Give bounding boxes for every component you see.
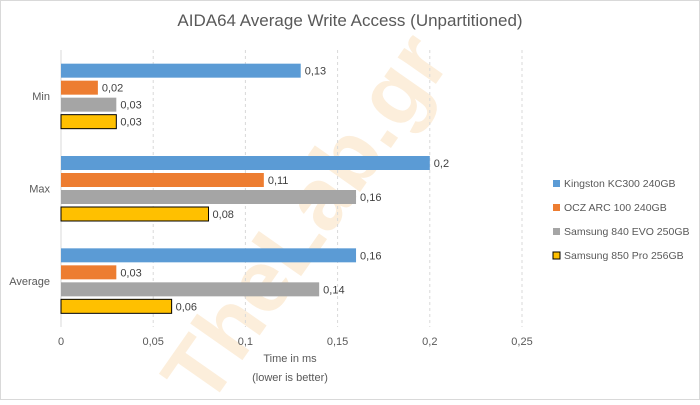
bars: 0,13 0,02 0,03 0,03 0,2 0,11 0,16 0,08 0,16 0,03 0… xyxy=(60,63,449,314)
y-axis: Min Max Average xyxy=(9,91,50,288)
bar xyxy=(61,63,301,78)
legend-label: Kingston KC300 240GB xyxy=(564,178,676,190)
bar xyxy=(61,156,430,170)
gridlines xyxy=(60,50,523,327)
bar xyxy=(61,97,117,112)
bar xyxy=(60,114,117,130)
bar xyxy=(60,206,210,222)
legend-swatch xyxy=(552,251,561,260)
bar xyxy=(61,282,320,297)
legend-label: Samsung 850 Pro 256GB xyxy=(564,250,684,262)
bar-data-label: 0,03 xyxy=(120,117,141,129)
bar-data-label: 0,16 xyxy=(360,250,381,262)
legend-swatch xyxy=(553,228,560,235)
bar-data-label: 0,2 xyxy=(434,158,449,170)
y-category-label: Max xyxy=(29,184,50,196)
bar xyxy=(60,298,173,314)
bar-data-label: 0,06 xyxy=(176,301,197,313)
bar xyxy=(61,190,357,204)
legend-swatch xyxy=(553,180,560,187)
bar-data-label: 0,16 xyxy=(360,192,381,204)
legend-label: OCZ ARC 100 240GB xyxy=(564,202,667,214)
bar xyxy=(61,265,117,280)
x-tick-label: 0,15 xyxy=(327,336,348,348)
bar-data-label: 0,11 xyxy=(268,175,289,187)
y-category-label: Average xyxy=(9,276,50,288)
bar xyxy=(61,173,264,187)
bar-data-label: 0,14 xyxy=(323,284,344,296)
legend: Kingston KC300 240GB OCZ ARC 100 240GB Sam… xyxy=(552,178,690,262)
bar-data-label: 0,13 xyxy=(305,66,326,78)
x-tick-label: 0,25 xyxy=(511,336,532,348)
bar-data-label: 0,02 xyxy=(102,83,123,95)
x-tick-label: 0,2 xyxy=(422,336,437,348)
x-tick-label: 0,1 xyxy=(238,336,253,348)
chart-title: AIDA64 Average Write Access (Unpartition… xyxy=(177,11,522,30)
bar-data-label: 0,03 xyxy=(120,100,141,112)
bar-data-label: 0,03 xyxy=(120,267,141,279)
y-category-label: Min xyxy=(32,91,50,103)
x-axis-label: Time in ms xyxy=(263,353,317,365)
legend-swatch xyxy=(553,204,560,211)
bar-data-label: 0,08 xyxy=(213,209,234,221)
legend-label: Samsung 840 EVO 250GB xyxy=(564,226,690,238)
x-tick-label: 0,05 xyxy=(142,336,163,348)
bar xyxy=(61,80,98,95)
bar xyxy=(61,248,357,263)
x-axis: 0 0,05 0,1 0,15 0,2 0,25 xyxy=(58,336,533,348)
x-axis-sublabel: (lower is better) xyxy=(252,372,328,384)
x-tick-label: 0 xyxy=(58,336,64,348)
